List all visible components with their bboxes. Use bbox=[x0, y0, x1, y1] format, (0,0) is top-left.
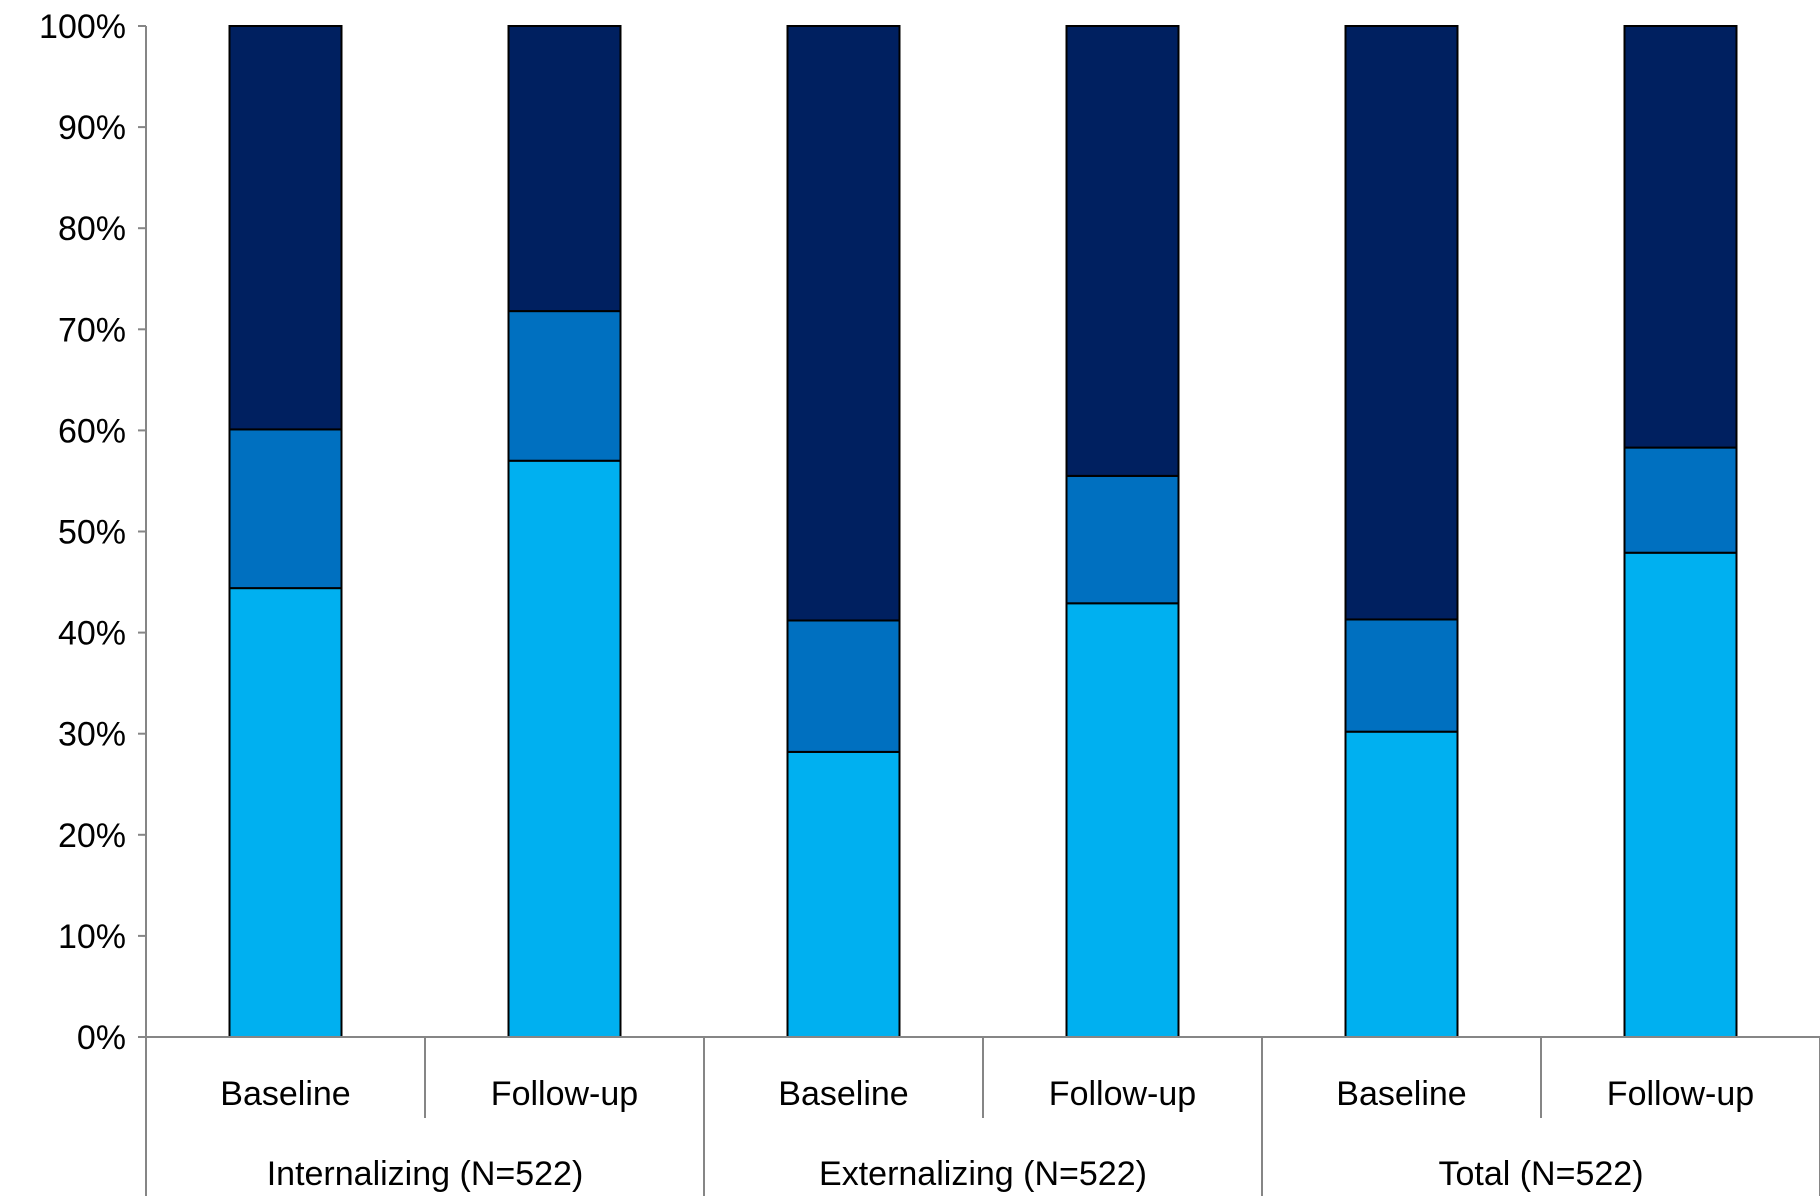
x-category-label: Baseline bbox=[778, 1075, 908, 1113]
bar-segment-2-3 bbox=[786, 619, 901, 753]
bar-segment-3-4 bbox=[1065, 25, 1180, 477]
bars-layer bbox=[228, 25, 1738, 1039]
y-tick-label: 90% bbox=[58, 109, 126, 147]
y-tick-label: 50% bbox=[58, 514, 126, 552]
y-tick-label: 70% bbox=[58, 311, 126, 349]
x-category-label: Follow-up bbox=[1607, 1075, 1754, 1113]
y-tick-label: 100% bbox=[39, 8, 126, 46]
bar-segment-1-2 bbox=[507, 459, 622, 1039]
bar-segment-2-4 bbox=[1065, 474, 1180, 605]
y-tick-label: 10% bbox=[58, 918, 126, 956]
y-tick-label: 60% bbox=[58, 412, 126, 450]
bar-segment-1-1 bbox=[228, 587, 343, 1039]
x-group-label: Total (N=522) bbox=[1438, 1155, 1643, 1193]
y-tick-label: 30% bbox=[58, 716, 126, 754]
x-category-label: Follow-up bbox=[491, 1075, 638, 1113]
bar-segment-1-6 bbox=[1623, 551, 1738, 1039]
bar-segment-2-1 bbox=[228, 428, 343, 590]
y-tick-label: 20% bbox=[58, 817, 126, 855]
bar-segment-2-6 bbox=[1623, 446, 1738, 554]
bar-segment-2-5 bbox=[1344, 618, 1459, 733]
x-category-label: Follow-up bbox=[1049, 1075, 1196, 1113]
bar-segment-2-2 bbox=[507, 310, 622, 462]
bar-segment-3-1 bbox=[228, 25, 343, 431]
y-tick-label: 0% bbox=[77, 1019, 126, 1057]
x-group-label: Internalizing (N=522) bbox=[267, 1155, 584, 1193]
bar-segment-3-5 bbox=[1344, 25, 1459, 621]
bar-segment-3-6 bbox=[1623, 25, 1738, 449]
x-category-label: Baseline bbox=[220, 1075, 350, 1113]
bar-segment-1-4 bbox=[1065, 602, 1180, 1038]
bar-segment-1-3 bbox=[786, 750, 901, 1038]
x-category-label: Baseline bbox=[1336, 1075, 1466, 1113]
y-tick-label: 40% bbox=[58, 615, 126, 653]
bar-segment-3-2 bbox=[507, 25, 622, 313]
axis-layer: 0% 10% 20% 30% 40% 50% 60% 70% 80% 90% 100% Baselin… bbox=[39, 8, 1820, 1196]
bar-segment-3-3 bbox=[786, 25, 901, 622]
x-group-label: Externalizing (N=522) bbox=[819, 1155, 1147, 1193]
y-tick-label: 80% bbox=[58, 210, 126, 248]
bar-segment-1-5 bbox=[1344, 730, 1459, 1038]
